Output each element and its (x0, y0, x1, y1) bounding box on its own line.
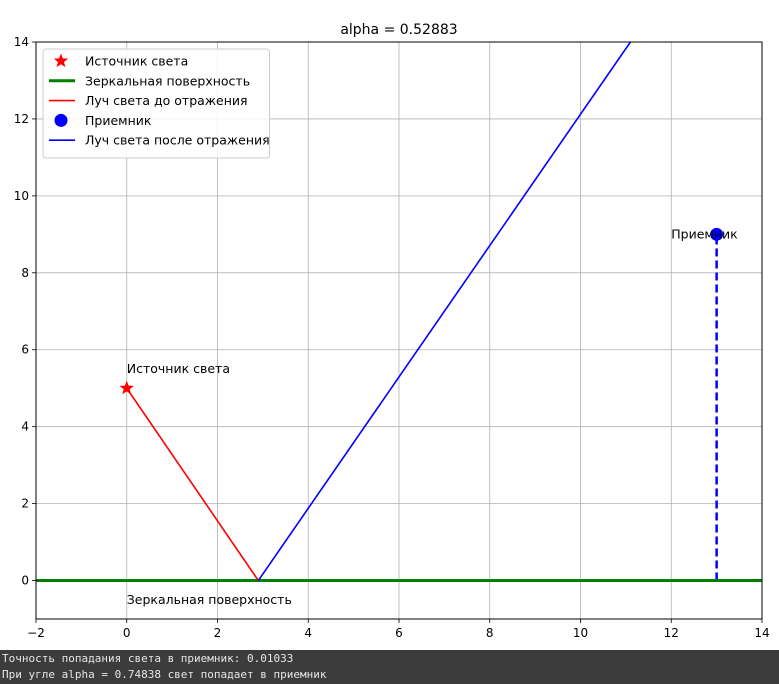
y-tick-label: 12 (14, 112, 29, 126)
legend-handle (54, 113, 68, 127)
y-tick-label: 14 (14, 35, 29, 49)
y-tick-label: 4 (21, 420, 29, 434)
series-line-2 (126, 387, 259, 581)
annotation-label: Источник света (127, 361, 230, 376)
y-tick-label: 6 (21, 343, 29, 357)
legend-label: Источник света (85, 54, 188, 69)
x-tick-label: 4 (304, 626, 312, 640)
reflection-chart: alpha = 0.52883 Источник света Зеркальная… (14, 22, 770, 640)
receiver-marker (710, 227, 724, 241)
x-tick-label: 8 (486, 626, 494, 640)
plot-markers (119, 227, 724, 395)
y-tick-label: 10 (14, 189, 29, 203)
annotations: Источник света Зеркальная поверхность Прие… (127, 226, 738, 606)
console-line-angle: При угле alpha = 0.74838 свет попадает в… (2, 668, 327, 681)
legend-handle (53, 53, 69, 68)
x-tick-label: 0 (123, 626, 131, 640)
legend-label: Луч света после отражения (85, 133, 270, 148)
light-source-marker (119, 380, 134, 395)
x-axis-ticks: −2 0 2 4 6 8 10 12 14 (27, 619, 770, 640)
chart-title: alpha = 0.52883 (340, 22, 457, 38)
y-axis-ticks: 0 2 4 6 8 10 12 14 (14, 35, 36, 588)
plot-lines (36, 42, 762, 583)
y-tick-label: 8 (21, 266, 29, 280)
series-line-4 (257, 42, 632, 581)
console-line-accuracy: Точность попадания света в приемник: 0.0… (2, 652, 294, 665)
x-tick-label: 6 (395, 626, 403, 640)
x-tick-label: 2 (214, 626, 222, 640)
legend-label: Зеркальная поверхность (85, 73, 250, 88)
x-tick-label: 12 (664, 626, 679, 640)
annotation-label: Зеркальная поверхность (127, 592, 292, 607)
x-tick-label: 14 (754, 626, 769, 640)
legend-label: Луч света до отражения (85, 93, 248, 108)
legend-label: Приемник (85, 113, 152, 128)
x-tick-label: 10 (573, 626, 588, 640)
legend-box (42, 48, 270, 159)
y-tick-label: 2 (21, 497, 29, 511)
y-tick-label: 0 (21, 574, 29, 588)
x-tick-label: −2 (27, 626, 45, 640)
console-output: Точность попадания света в приемник: 0.0… (0, 650, 779, 684)
annotation-label: Приемник (671, 226, 738, 241)
legend: Источник света Зеркальная поверхность Луч … (42, 48, 270, 159)
